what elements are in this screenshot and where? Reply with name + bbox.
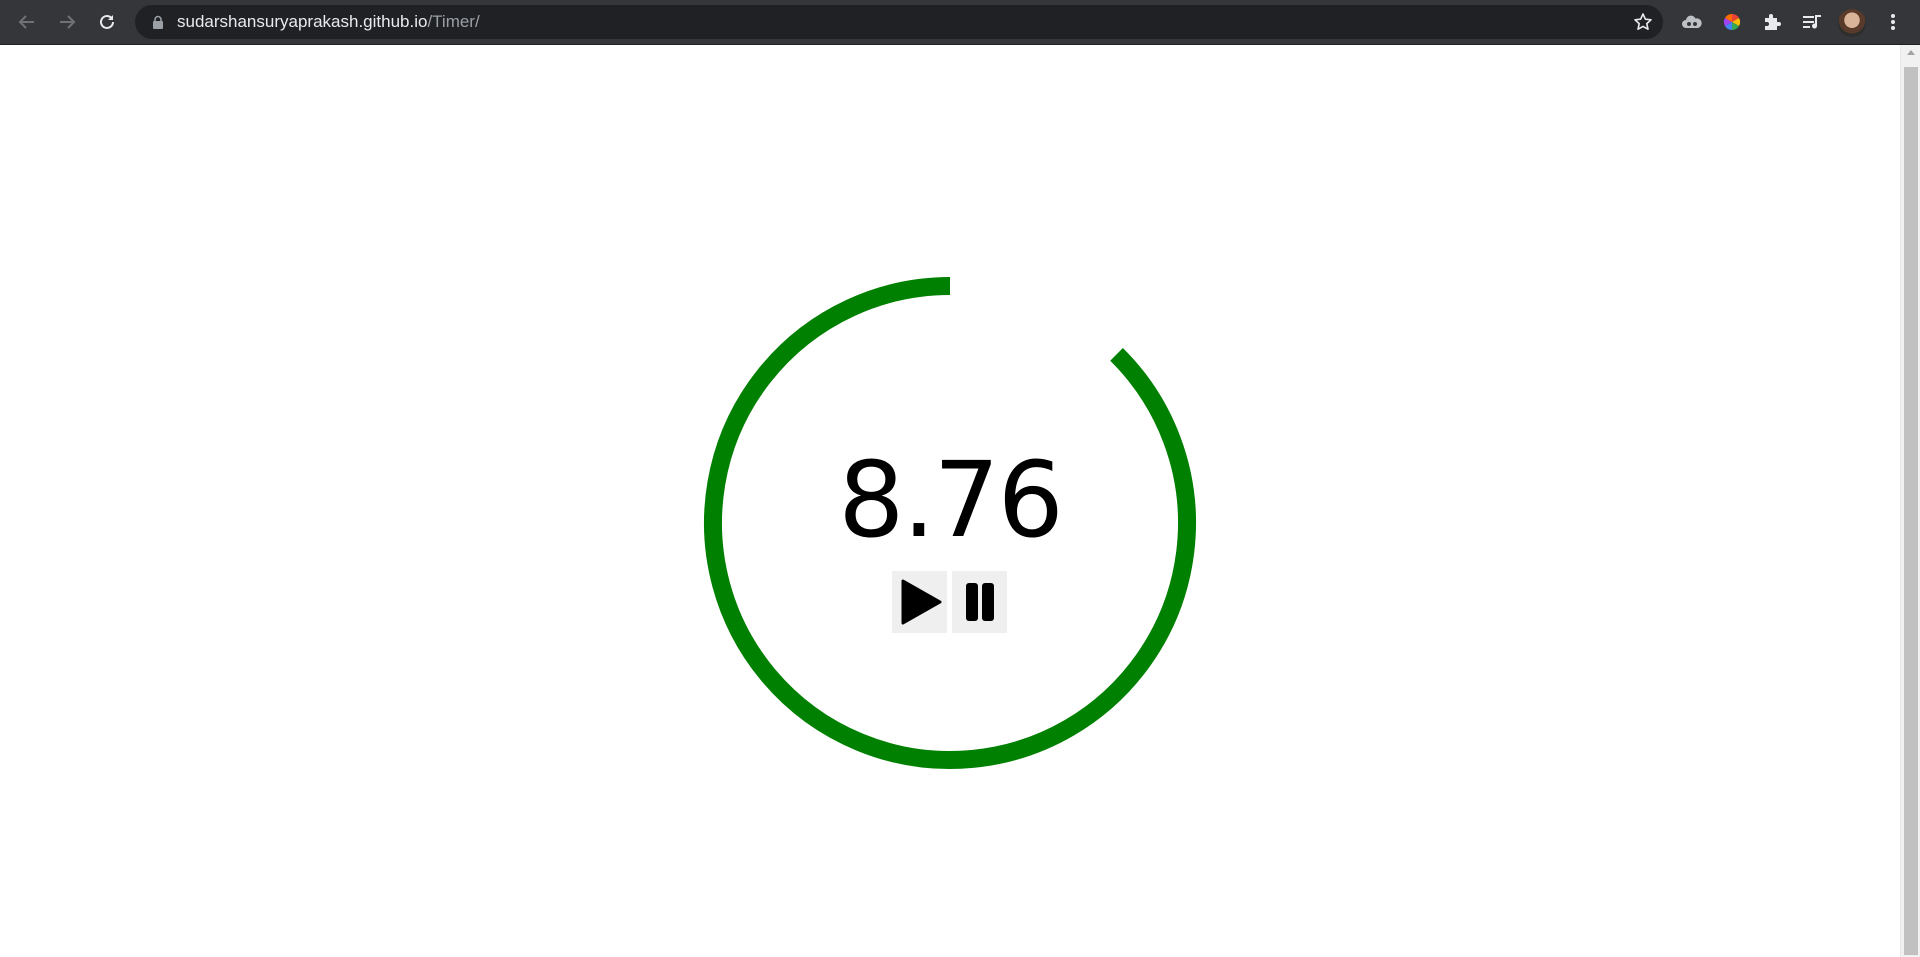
media-queue-icon <box>1803 15 1821 29</box>
page-content <box>0 45 1900 957</box>
color-wheel-extension-icon <box>1723 13 1741 31</box>
reload-icon <box>100 14 114 29</box>
vertical-scrollbar[interactable] <box>1900 45 1920 957</box>
pause-button[interactable] <box>952 571 1007 633</box>
menu-button[interactable] <box>1877 6 1909 38</box>
url-host: sudarshansuryaprakash.github.io <box>177 12 428 31</box>
timer-value: 8.76 <box>838 439 1064 561</box>
media-button[interactable] <box>1796 6 1828 38</box>
cloud-extension-icon <box>1682 15 1702 28</box>
reload-button[interactable] <box>91 6 123 38</box>
lock-icon <box>153 15 163 29</box>
extensions-button[interactable] <box>1756 6 1788 38</box>
play-icon <box>901 579 941 625</box>
timer-progress-ring <box>704 277 1196 769</box>
pause-icon <box>965 583 994 621</box>
scroll-thumb[interactable] <box>1904 67 1918 955</box>
back-button[interactable] <box>11 6 43 38</box>
forward-button[interactable] <box>51 6 83 38</box>
kebab-menu-icon <box>1891 14 1895 30</box>
avatar[interactable] <box>1838 9 1866 37</box>
back-arrow-icon <box>18 15 34 29</box>
url-text: sudarshansuryaprakash.github.io/Timer/ <box>177 5 480 39</box>
play-button[interactable] <box>892 571 947 633</box>
puzzle-icon <box>1765 14 1781 30</box>
timer-progress-arc <box>704 277 1196 769</box>
cloud-extension-button[interactable] <box>1676 6 1708 38</box>
bookmark-star-icon[interactable] <box>1633 12 1653 32</box>
address-bar[interactable]: sudarshansuryaprakash.github.io/Timer/ <box>135 5 1663 39</box>
browser-toolbar: sudarshansuryaprakash.github.io/Timer/ <box>0 0 1920 44</box>
forward-arrow-icon <box>60 15 76 29</box>
scroll-up-arrow-icon[interactable] <box>1907 50 1915 55</box>
url-path: /Timer/ <box>427 12 480 31</box>
color-extension-button[interactable] <box>1716 6 1748 38</box>
toolbar-divider <box>0 44 1920 45</box>
